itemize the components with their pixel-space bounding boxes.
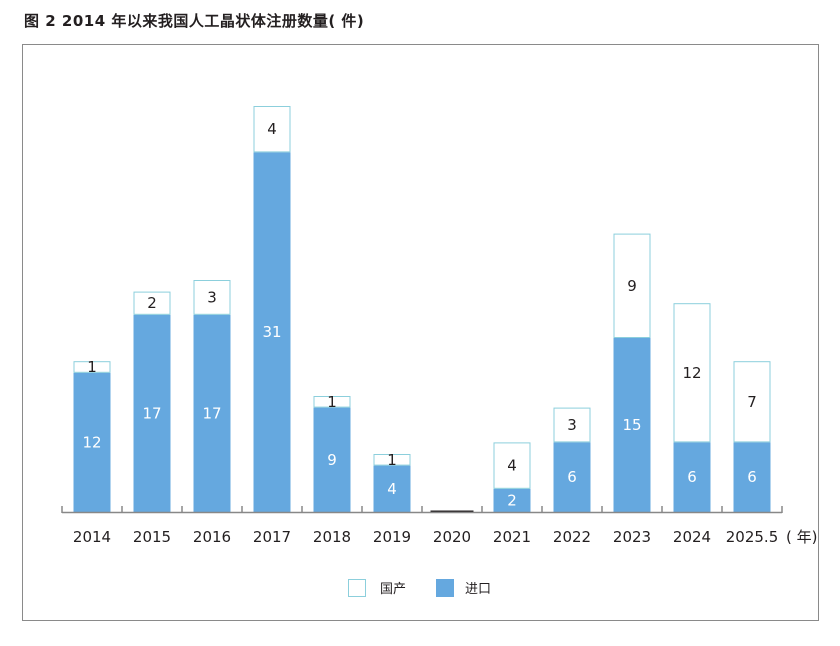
x-tick-label-2023: 2023 — [613, 528, 651, 546]
chart-frame — [22, 44, 819, 621]
bar-domestic-2023 — [613, 233, 651, 339]
legend-swatch-domestic — [348, 579, 366, 597]
legend-swatch-import — [436, 579, 454, 597]
bar-import-2023 — [613, 338, 651, 512]
label-import-2025.5: 6 — [747, 468, 757, 486]
label-domestic-2016: 3 — [207, 288, 217, 306]
x-tick-label-2021: 2021 — [493, 528, 531, 546]
bar-domestic-2014 — [73, 361, 111, 373]
legend-label-import: 进口 — [465, 582, 491, 597]
label-import-2022: 6 — [567, 468, 577, 486]
legend: 国产 进口 — [348, 579, 491, 597]
bar-import-2025.5 — [733, 442, 771, 512]
bar-domestic-2022 — [553, 407, 591, 443]
chart-title: 图 2 2014 年以来我国人工晶状体注册数量( 件) — [24, 12, 365, 30]
label-import-2019: 4 — [387, 480, 397, 498]
x-tick-label-2018: 2018 — [313, 528, 351, 546]
label-import-2023: 15 — [622, 416, 641, 434]
label-import-2014: 12 — [82, 433, 101, 451]
label-domestic-2023: 9 — [627, 277, 637, 295]
x-tick-label-2019: 2019 — [373, 528, 411, 546]
label-import-2017: 31 — [262, 323, 281, 341]
bar-domestic-2024 — [673, 303, 711, 443]
bar-import-2019 — [373, 465, 411, 512]
bar-import-2022 — [553, 442, 591, 512]
label-import-2016: 17 — [202, 404, 221, 422]
bar-import-2024 — [673, 442, 711, 512]
label-import-2024: 6 — [687, 468, 697, 486]
label-domestic-2022: 3 — [567, 416, 577, 434]
label-domestic-2025.5: 7 — [747, 393, 757, 411]
x-tick-label-2025.5: 2025.5 — [726, 528, 779, 546]
label-domestic-2017: 4 — [267, 120, 277, 138]
label-domestic-2015: 2 — [147, 294, 157, 312]
label-domestic-2021: 4 — [507, 457, 517, 475]
bar-domestic-2017 — [253, 106, 291, 153]
bar-domestic-2019 — [373, 454, 411, 466]
label-domestic-2018: 1 — [327, 393, 337, 411]
bar-domestic-2015 — [133, 291, 171, 315]
bar-import-2018 — [313, 407, 351, 512]
x-axis-unit: ( 年) — [786, 528, 817, 546]
bar-import-2021 — [493, 488, 531, 512]
bar-domestic-2025.5 — [733, 361, 771, 443]
bar-domestic-2021 — [493, 442, 531, 489]
label-import-2018: 9 — [327, 451, 337, 469]
bar-domestic-2016 — [193, 280, 231, 315]
bar-domestic-2018 — [313, 396, 351, 408]
x-tick-label-2020: 2020 — [433, 528, 471, 546]
label-import-2021: 2 — [507, 491, 517, 509]
bar-import-2017 — [253, 152, 291, 512]
bar-import-2016 — [193, 314, 231, 512]
label-domestic-2024: 12 — [682, 364, 701, 382]
label-domestic-2019: 1 — [387, 451, 397, 469]
bar-import-2014 — [73, 372, 111, 512]
x-tick-label-2014: 2014 — [73, 528, 111, 546]
x-tick-label-2016: 2016 — [193, 528, 231, 546]
legend-label-domestic: 国产 — [380, 582, 406, 597]
x-tick-label-2017: 2017 — [253, 528, 291, 546]
x-tick-label-2022: 2022 — [553, 528, 591, 546]
bar-import-2015 — [133, 314, 171, 512]
label-domestic-2014: 1 — [87, 358, 97, 376]
x-axis: 2014 2015 2016 2017 2018 2019 2020 2021 2022 2023… — [61, 506, 817, 546]
x-tick-label-2024: 2024 — [673, 528, 711, 546]
label-import-2015: 17 — [142, 404, 161, 422]
x-tick-label-2015: 2015 — [133, 528, 171, 546]
